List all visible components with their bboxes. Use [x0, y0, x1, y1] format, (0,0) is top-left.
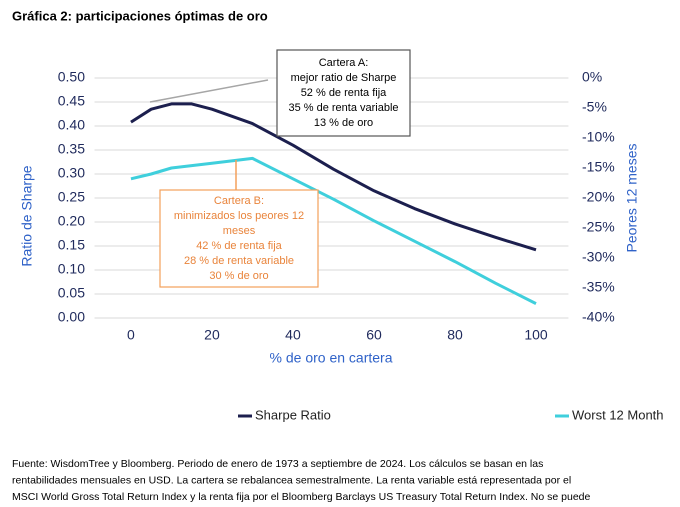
x-tick-label: 20 — [204, 327, 220, 343]
annotation-text: 28 % de renta variable — [184, 255, 294, 267]
annotation-text: 42 % de renta fija — [196, 240, 282, 252]
annotation-text: 13 % de oro — [314, 117, 373, 129]
y-tick-label: 0.10 — [58, 261, 85, 277]
annotation-text: Cartera A: — [319, 57, 369, 69]
y-tick-label: 0.35 — [58, 141, 85, 157]
y2-tick-label: -25% — [582, 219, 615, 235]
y-tick-label: 0.30 — [58, 165, 85, 181]
y-tick-label: 0.05 — [58, 285, 85, 301]
y-tick-label: 0.15 — [58, 237, 85, 253]
y-tick-label: 0.45 — [58, 93, 85, 109]
source-note: Fuente: WisdomTree y Bloomberg. Periodo … — [12, 458, 543, 470]
legend-label: Worst 12 Month — [572, 407, 664, 422]
annotation-box — [276, 49, 411, 137]
y2-tick-label: -5% — [582, 99, 607, 115]
source-note: rentabilidades mensuales en USD. La cart… — [12, 474, 571, 486]
y-tick-label: 0.00 — [58, 309, 85, 325]
annotation-text: minimizados los peores 12 — [174, 210, 304, 222]
annotation-text: 35 % de renta variable — [288, 102, 398, 114]
y2-axis-label: Peores 12 meses — [624, 144, 640, 253]
series-line — [130, 102, 537, 252]
y2-tick-label: -40% — [582, 309, 615, 325]
y-tick-label: 0.40 — [58, 117, 85, 133]
annotation-text: 52 % de renta fija — [301, 87, 387, 99]
y2-tick-label: -15% — [582, 159, 615, 175]
y-tick-label: 0.50 — [58, 69, 85, 85]
x-tick-label: 60 — [366, 327, 382, 343]
y2-tick-label: 0% — [582, 69, 602, 85]
annotation-text: 30 % de oro — [209, 270, 268, 282]
annotation-box — [159, 189, 319, 288]
annotation-text: Cartera B: — [214, 195, 264, 207]
y2-tick-label: -30% — [582, 249, 615, 265]
source-note: MSCI World Gross Total Return Index y la… — [12, 491, 591, 503]
x-tick-label: 80 — [447, 327, 463, 343]
y2-tick-label: -35% — [582, 279, 615, 295]
legend-label: Sharpe Ratio — [255, 407, 331, 422]
y-tick-label: 0.25 — [58, 189, 85, 205]
annotation-connector — [149, 79, 269, 103]
y-axis-label: Ratio de Sharpe — [19, 165, 35, 266]
series-line — [130, 156, 537, 305]
annotation-text: meses — [223, 225, 256, 237]
chart-title: Gráfica 2: participaciones óptimas de or… — [12, 8, 268, 23]
y2-tick-label: -10% — [582, 129, 615, 145]
x-tick-label: 40 — [285, 327, 301, 343]
x-tick-label: 100 — [524, 327, 548, 343]
y2-tick-label: -20% — [582, 189, 615, 205]
x-tick-label: 0 — [127, 327, 135, 343]
annotation-text: mejor ratio de Sharpe — [291, 72, 397, 84]
x-axis-label: % de oro en cartera — [270, 350, 393, 366]
y-tick-label: 0.20 — [58, 213, 85, 229]
